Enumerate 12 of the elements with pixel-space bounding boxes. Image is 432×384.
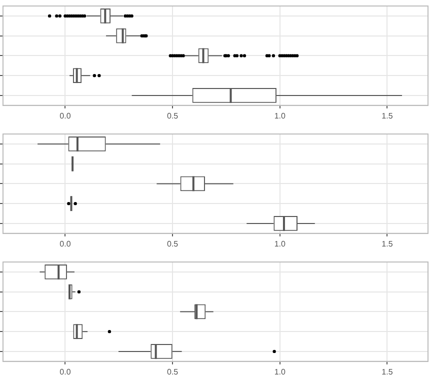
x-tick-label: 1.0 bbox=[274, 111, 286, 120]
x-tick-label: 0.5 bbox=[167, 367, 179, 376]
x-tick-label: 0.0 bbox=[60, 111, 72, 120]
x-tick-label: 0.5 bbox=[167, 111, 179, 120]
x-tick-label: 0.0 bbox=[60, 367, 72, 376]
x-tick-label: 1.0 bbox=[274, 367, 286, 376]
x-tick-label: 0.5 bbox=[167, 239, 179, 248]
x-tick-label: 1.0 bbox=[274, 239, 286, 248]
x-tick-label: 1.5 bbox=[382, 367, 394, 376]
x-tick-label: 0.0 bbox=[60, 239, 72, 248]
x-tick-label: 1.5 bbox=[382, 111, 394, 120]
x-tick-label: 1.5 bbox=[382, 239, 394, 248]
